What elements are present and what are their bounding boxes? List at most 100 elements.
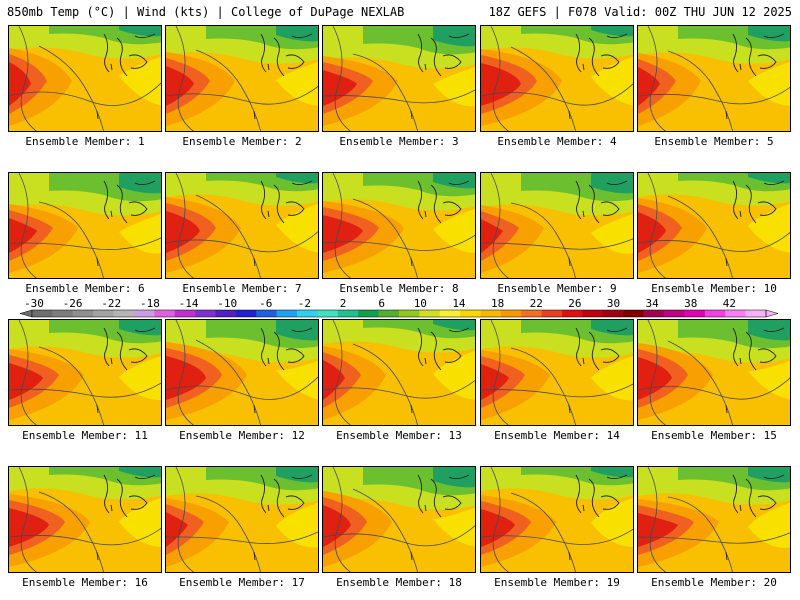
ensemble-member-label: Ensemble Member: 8 xyxy=(339,282,459,295)
colorbar-swatch xyxy=(725,310,746,317)
colorbar-swatch xyxy=(643,310,665,317)
colorbar-swatch xyxy=(93,310,114,317)
ensemble-member-map xyxy=(480,25,634,132)
colorbar-swatch xyxy=(378,310,400,317)
colorbar-tick-label: 2 xyxy=(340,297,347,310)
colorbar-swatch xyxy=(337,310,359,317)
ensemble-member-label: Ensemble Member: 18 xyxy=(336,576,462,589)
ensemble-member-map xyxy=(8,25,162,132)
colorbar-tick-label: 42 xyxy=(723,297,736,310)
colorbar-frame xyxy=(31,309,767,318)
colorbar-swatch xyxy=(623,310,644,317)
ensemble-member-label: Ensemble Member: 19 xyxy=(494,576,620,589)
ensemble-member-map xyxy=(8,172,162,279)
header-run-info: 18Z GEFS | F078 Valid: 00Z THU JUN 12 20… xyxy=(488,5,792,19)
colorbar-tick-label: -6 xyxy=(259,297,272,310)
ensemble-member-map xyxy=(637,319,791,426)
colorbar-swatch xyxy=(419,310,441,317)
ensemble-member-label: Ensemble Member: 16 xyxy=(22,576,148,589)
colorbar-swatch xyxy=(399,310,420,317)
colorbar-swatch xyxy=(113,310,135,317)
colorbar-swatch xyxy=(52,310,74,317)
colorbar-swatch xyxy=(174,310,196,317)
colorbar-tick-label: 30 xyxy=(607,297,620,310)
colorbar-swatch xyxy=(480,310,502,317)
colorbar-swatch xyxy=(582,310,604,317)
ensemble-member-label: Ensemble Member: 10 xyxy=(651,282,777,295)
ensemble-member-map xyxy=(322,319,476,426)
colorbar-arrow-high xyxy=(765,309,779,318)
colorbar-swatch xyxy=(500,310,522,317)
ensemble-member-map xyxy=(8,466,162,573)
colorbar-tick-label: 26 xyxy=(568,297,581,310)
ensemble-member-map xyxy=(637,25,791,132)
colorbar-tick-label: -22 xyxy=(101,297,121,310)
colorbar-swatch xyxy=(32,310,53,317)
colorbar-swatch xyxy=(358,310,379,317)
colorbar-tick-label: 34 xyxy=(645,297,659,310)
ensemble-member-map xyxy=(8,319,162,426)
colorbar-tick-label: 22 xyxy=(530,297,543,310)
ensemble-member-label: Ensemble Member: 13 xyxy=(336,429,462,442)
colorbar-tick-label: -2 xyxy=(298,297,311,310)
colorbar-tick-label: -10 xyxy=(217,297,237,310)
temperature-colorbar: -30 -26 -22 -18 -14 -10 -6 -2 2 6 10 14 18 22 26 30 34 38… xyxy=(19,297,779,318)
colorbar-swatch xyxy=(745,310,767,317)
colorbar-swatch xyxy=(602,310,624,317)
ensemble-member-label: Ensemble Member: 11 xyxy=(22,429,148,442)
colorbar-swatch xyxy=(704,310,726,317)
colorbar-swatch xyxy=(256,310,277,317)
colorbar-swatch xyxy=(317,310,339,317)
ensemble-member-label: Ensemble Member: 2 xyxy=(182,135,302,148)
ensemble-member-label: Ensemble Member: 5 xyxy=(654,135,774,148)
colorbar-swatch xyxy=(215,310,237,317)
colorbar-swatch xyxy=(154,310,176,317)
colorbar-tick-label: 10 xyxy=(414,297,427,310)
ensemble-member-label: Ensemble Member: 1 xyxy=(25,135,145,148)
colorbar-tick-label: -26 xyxy=(63,297,83,310)
ensemble-member-label: Ensemble Member: 7 xyxy=(182,282,302,295)
colorbar-swatch xyxy=(684,310,706,317)
ensemble-member-map xyxy=(165,466,319,573)
colorbar-swatch xyxy=(72,310,94,317)
colorbar-swatch xyxy=(276,310,298,317)
ensemble-member-map xyxy=(322,25,476,132)
colorbar-swatch xyxy=(541,310,563,317)
colorbar-swatch xyxy=(460,310,481,317)
ensemble-member-map xyxy=(165,172,319,279)
ensemble-member-label: Ensemble Member: 3 xyxy=(339,135,459,148)
colorbar-swatch xyxy=(664,310,685,317)
ensemble-member-map xyxy=(480,172,634,279)
colorbar-swatch xyxy=(195,310,216,317)
ensemble-member-map xyxy=(322,172,476,279)
ensemble-member-map xyxy=(637,172,791,279)
colorbar-arrow-low xyxy=(19,309,33,318)
ensemble-member-map xyxy=(637,466,791,573)
ensemble-member-map xyxy=(165,25,319,132)
colorbar-tick-label: 18 xyxy=(491,297,504,310)
ensemble-member-map xyxy=(322,466,476,573)
colorbar-swatch xyxy=(521,310,543,317)
ensemble-member-label: Ensemble Member: 4 xyxy=(497,135,617,148)
colorbar-tick-label: 38 xyxy=(684,297,697,310)
ensemble-member-label: Ensemble Member: 14 xyxy=(494,429,620,442)
header-title: 850mb Temp (°C) | Wind (kts) | College o… xyxy=(7,5,405,19)
ensemble-member-label: Ensemble Member: 12 xyxy=(179,429,305,442)
colorbar-swatch xyxy=(133,310,155,317)
colorbar-tick-label: 6 xyxy=(378,297,385,310)
ensemble-member-map xyxy=(165,319,319,426)
colorbar-tick-label: -18 xyxy=(140,297,160,310)
colorbar-swatch xyxy=(562,310,583,317)
colorbar-swatch xyxy=(297,310,318,317)
ensemble-member-map xyxy=(480,466,634,573)
colorbar-swatch xyxy=(439,310,461,317)
ensemble-member-label: Ensemble Member: 9 xyxy=(497,282,617,295)
colorbar-tick-label: -30 xyxy=(24,297,44,310)
ensemble-member-label: Ensemble Member: 20 xyxy=(651,576,777,589)
colorbar-tick-label: 14 xyxy=(452,297,466,310)
colorbar-tick-label: -14 xyxy=(179,297,199,310)
colorbar-swatch xyxy=(235,310,257,317)
ensemble-member-label: Ensemble Member: 6 xyxy=(25,282,145,295)
ensemble-member-label: Ensemble Member: 17 xyxy=(179,576,305,589)
ensemble-member-map xyxy=(480,319,634,426)
